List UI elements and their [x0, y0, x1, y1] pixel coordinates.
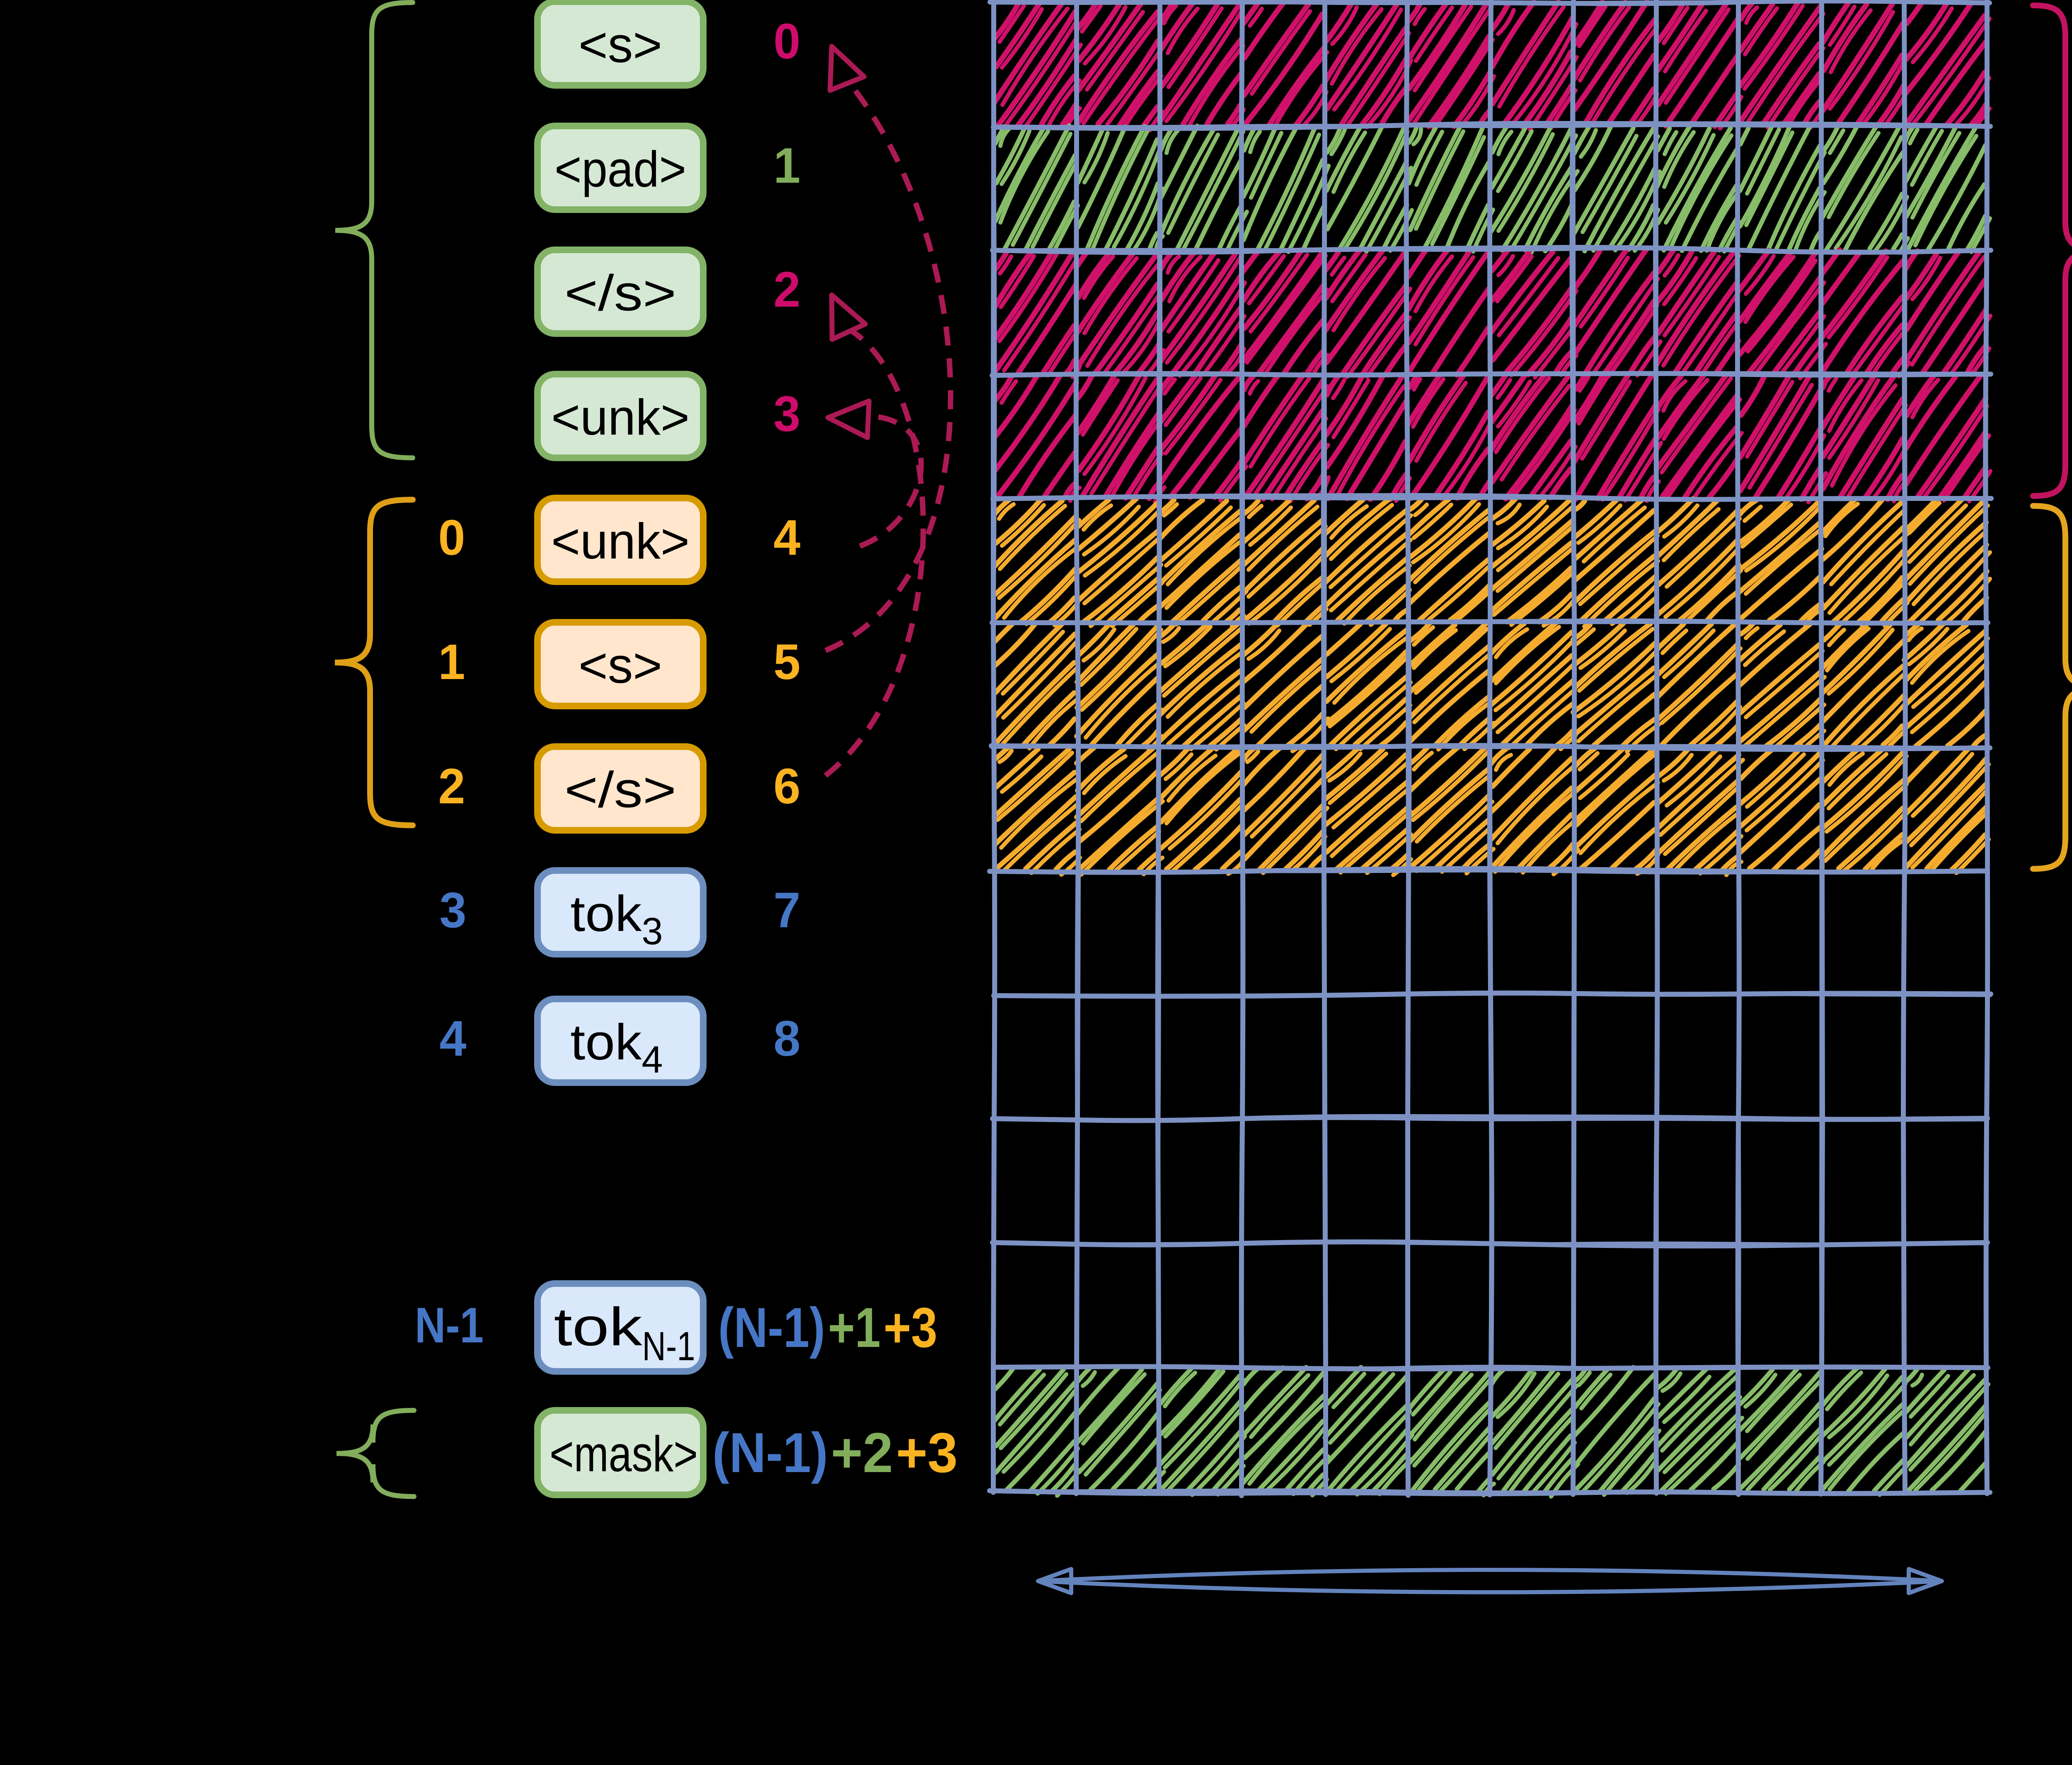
svg-text:0: 0: [774, 13, 801, 69]
svg-text:</s>: </s>: [564, 265, 676, 321]
svg-text:tokN-1: tokN-1: [554, 1296, 695, 1369]
svg-text:7: 7: [774, 882, 801, 938]
svg-text:4: 4: [774, 509, 801, 566]
svg-text:<pad>: <pad>: [554, 141, 686, 197]
svg-text:5: 5: [774, 633, 801, 690]
svg-text:3: 3: [440, 882, 467, 938]
svg-text:1: 1: [774, 137, 801, 193]
svg-text:<s>: <s>: [579, 17, 662, 73]
svg-text:8: 8: [774, 1010, 801, 1066]
svg-text:6: 6: [774, 758, 801, 814]
svg-text:(N-1)+2+3: (N-1)+2+3: [712, 1421, 958, 1484]
svg-text:<unk>: <unk>: [551, 389, 690, 445]
svg-text:2: 2: [774, 261, 801, 317]
svg-text:<mask>: <mask>: [549, 1426, 698, 1482]
svg-text:0: 0: [438, 509, 465, 566]
svg-text:1: 1: [438, 633, 465, 690]
svg-text:tok4: tok4: [570, 1014, 663, 1081]
svg-text:</s>: </s>: [564, 762, 676, 818]
svg-text:tok3: tok3: [570, 885, 663, 953]
svg-text:N-1: N-1: [415, 1297, 484, 1353]
svg-text:2: 2: [438, 758, 465, 814]
svg-text:4: 4: [440, 1010, 467, 1066]
svg-text:<unk>: <unk>: [551, 513, 690, 569]
svg-text:(N-1)+1+3: (N-1)+1+3: [718, 1296, 937, 1359]
svg-text:3: 3: [774, 385, 801, 442]
svg-text:<s>: <s>: [579, 637, 662, 694]
